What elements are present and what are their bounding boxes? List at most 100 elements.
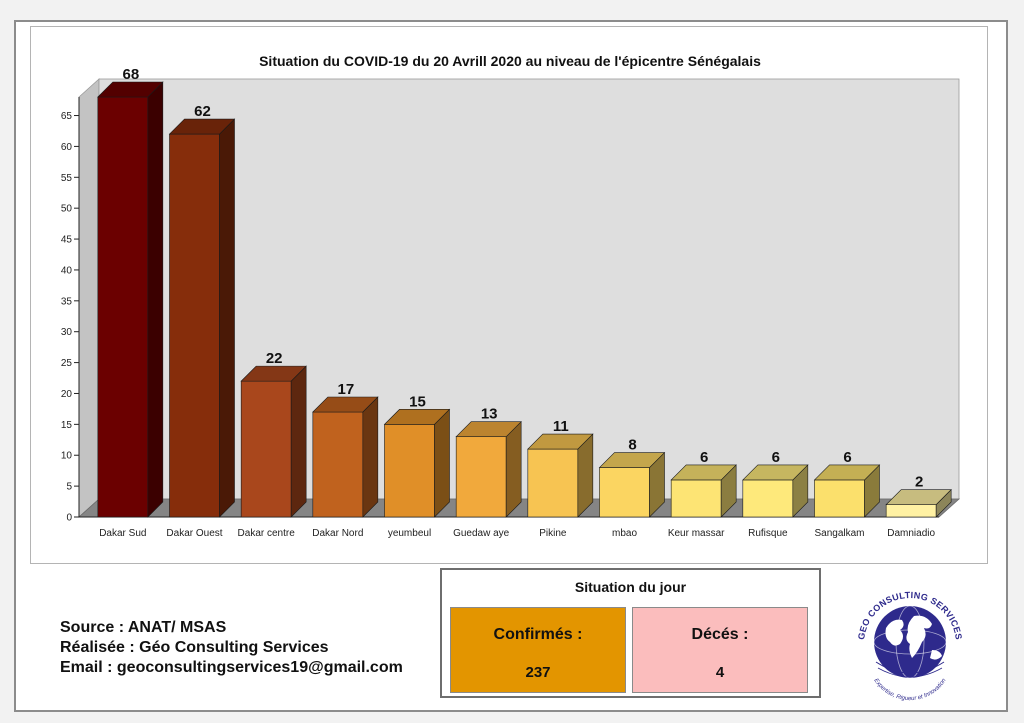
- bar-value-label: 13: [481, 406, 498, 423]
- chart-title: Situation du COVID-19 du 20 Avrill 2020 …: [259, 53, 761, 69]
- y-tick-label: 10: [61, 451, 73, 462]
- bar: [670, 464, 737, 518]
- chart-panel: Situation du COVID-19 du 20 Avrill 2020 …: [30, 26, 988, 564]
- bar-front: [814, 479, 865, 518]
- bar-value-label: 11: [553, 418, 569, 435]
- bar-front: [384, 424, 435, 518]
- bar-side: [290, 365, 307, 518]
- bar-side: [362, 396, 379, 518]
- bar-top: [742, 464, 809, 481]
- bar-front: [599, 467, 650, 518]
- bar-front: [885, 504, 937, 518]
- y-tick-label: 25: [61, 358, 73, 369]
- bar-value-label: 6: [772, 449, 780, 466]
- bar-front: [240, 380, 292, 518]
- bar-top: [97, 81, 164, 98]
- y-tick-label: 45: [61, 235, 73, 246]
- x-tick-label: Rufisque: [748, 528, 788, 539]
- bar-value-label: 68: [122, 66, 139, 83]
- bar: [742, 464, 809, 518]
- credits-block: Source : ANAT/ MSAS Réalisée : Géo Consu…: [60, 618, 403, 678]
- bar-side: [505, 420, 522, 518]
- daily-situation-panel: Situation du jour Confirmés : 237 Décés …: [440, 568, 821, 698]
- x-tick-label: mbao: [612, 528, 637, 539]
- bar-front: [169, 133, 220, 518]
- x-tick-label: Dakar centre: [238, 528, 296, 539]
- x-tick-label: yeumbeul: [388, 528, 431, 539]
- bar: [598, 451, 666, 518]
- y-tick-label: 65: [61, 111, 73, 122]
- bar: [455, 420, 522, 518]
- deaths-label: Décés :: [691, 626, 749, 643]
- confirmed-stat: Confirmés : 237: [450, 607, 626, 693]
- bar-value-label: 15: [409, 393, 426, 410]
- bar: [97, 81, 164, 518]
- daily-situation-title: Situation du jour: [574, 579, 687, 595]
- logo-tagline: Expertise, Rigueur et Innovation: [872, 677, 948, 702]
- x-tick-label: Pikine: [539, 528, 567, 539]
- y-tick-label: 0: [66, 513, 72, 524]
- bar-top: [240, 365, 307, 382]
- y-tick-label: 60: [61, 142, 73, 153]
- confirmed-label: Confirmés :: [493, 626, 583, 643]
- bar-front: [670, 479, 722, 518]
- bar-top: [168, 118, 236, 135]
- x-tick-label: Guedaw aye: [453, 528, 510, 539]
- geo-consulting-logo: GEO CONSULTING SERVICES Expertise, Rigue…: [856, 590, 963, 702]
- y-tick-label: 50: [61, 204, 73, 215]
- confirmed-value: 237: [525, 664, 551, 681]
- deaths-value: 4: [715, 664, 725, 681]
- y-tick-label: 35: [61, 296, 73, 307]
- x-tick-label: Damniadio: [887, 528, 935, 539]
- y-tick-label: 30: [61, 327, 73, 338]
- bar-front: [455, 436, 507, 518]
- bar-value-label: 62: [194, 103, 211, 120]
- bar-value-label: 22: [266, 350, 283, 367]
- x-tick-label: Dakar Sud: [99, 528, 146, 539]
- y-tick-label: 55: [61, 173, 73, 184]
- bar-side: [147, 81, 164, 518]
- bar-front: [742, 479, 794, 518]
- x-tick-label: Dakar Nord: [312, 528, 363, 539]
- bar-value-label: 8: [628, 437, 636, 454]
- bar-top: [813, 464, 881, 481]
- left-wall: [78, 78, 100, 518]
- bar-front: [312, 411, 364, 518]
- y-tick-label: 40: [61, 265, 73, 276]
- bar: [240, 365, 307, 518]
- bar-top: [312, 396, 379, 413]
- bar-top: [885, 489, 952, 505]
- bar-top: [598, 452, 666, 468]
- y-tick-label: 15: [61, 420, 73, 431]
- bar-side: [434, 408, 450, 518]
- email-text: Email : geoconsultingservices19@gmail.co…: [60, 659, 403, 676]
- source-text: Source : ANAT/ MSAS: [60, 619, 227, 636]
- bar-front: [97, 96, 149, 518]
- bar: [383, 408, 451, 518]
- x-tick-label: Sangalkam: [814, 528, 864, 539]
- svg-text:Expertise, Rigueur et Innovati: Expertise, Rigueur et Innovation: [872, 677, 948, 702]
- globe-icon: [873, 605, 947, 679]
- deaths-stat: Décés : 4: [632, 607, 808, 693]
- bar-value-label: 6: [700, 449, 708, 466]
- y-tick-label: 5: [66, 482, 72, 493]
- author-text: Réalisée : Géo Consulting Services: [60, 639, 329, 656]
- bar-side: [219, 118, 235, 518]
- bar: [527, 433, 594, 518]
- bar-value-label: 2: [915, 474, 923, 491]
- y-tick-label: 20: [61, 389, 73, 400]
- bar-top: [527, 433, 594, 450]
- bar-chart: Situation du COVID-19 du 20 Avrill 2020 …: [61, 53, 961, 539]
- bar-top: [383, 409, 451, 425]
- bar-value-label: 6: [843, 449, 851, 466]
- bar-top: [455, 421, 522, 438]
- bar: [813, 464, 881, 518]
- bar-top: [670, 464, 737, 481]
- bar: [168, 118, 236, 518]
- x-tick-label: Dakar Ouest: [166, 528, 222, 539]
- x-tick-label: Keur massar: [668, 528, 725, 539]
- bar-front: [527, 448, 579, 518]
- bar: [312, 396, 379, 518]
- bar-value-label: 17: [337, 381, 354, 398]
- bar: [885, 488, 952, 518]
